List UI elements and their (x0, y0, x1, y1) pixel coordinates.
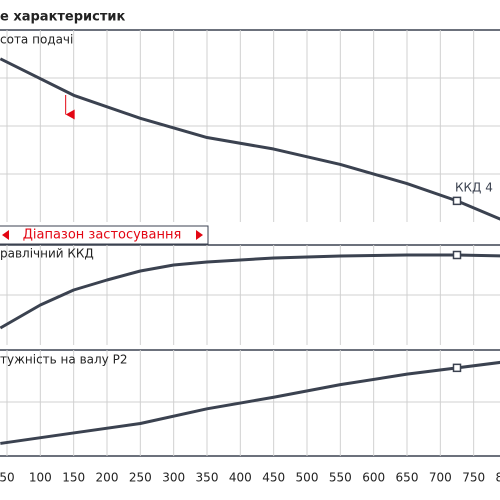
curve-marker (452, 363, 462, 373)
panel-label: равлічний ККД (0, 247, 94, 261)
x-tick-label: 600 (362, 471, 385, 485)
panel-label: сота подачі (0, 33, 73, 47)
curve (0, 253, 500, 330)
curve (0, 57, 500, 221)
range-label: Діапазон застосування (23, 228, 182, 243)
x-tick-label: 400 (229, 471, 252, 485)
x-tick-label: 650 (396, 471, 419, 485)
horizontal-grid (0, 77, 500, 403)
range-arrow (2, 230, 9, 240)
range-box (0, 225, 209, 245)
application-range: Діапазон застосування (0, 225, 209, 245)
x-tick-label: 250 (129, 471, 152, 485)
x-tick-label: 450 (262, 471, 285, 485)
x-tick-label: 550 (329, 471, 352, 485)
x-tick-label: 800 (496, 471, 500, 485)
curve-marker (452, 250, 462, 260)
duty-point (65, 109, 75, 120)
x-tick-label: 100 (29, 471, 52, 485)
range-arrow (196, 230, 203, 240)
marker-label: ККД 4 (455, 180, 493, 194)
x-tick-label: 700 (429, 471, 452, 485)
curve-marker (452, 196, 462, 206)
curve (0, 360, 500, 445)
x-tick-label: 200 (96, 471, 119, 485)
x-tick-label: 750 (462, 471, 485, 485)
chart-title: е характеристик (0, 10, 126, 25)
x-tick-label: 500 (296, 471, 319, 485)
x-tick-label: 300 (162, 471, 185, 485)
x-tick-label: 150 (62, 471, 85, 485)
x-tick-label: 350 (196, 471, 219, 485)
x-tick-label: 50 (0, 471, 15, 485)
panel-label: тужність на валу P2 (0, 353, 127, 367)
